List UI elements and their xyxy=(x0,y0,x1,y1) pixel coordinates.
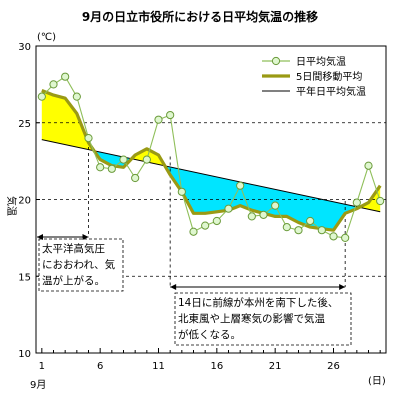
y-tick-label-15: 15 xyxy=(18,272,31,283)
series-daily-point-19 xyxy=(247,212,256,221)
series-daily-point-4 xyxy=(72,92,81,101)
series-layer xyxy=(37,72,385,242)
series-daily-point-6 xyxy=(96,163,105,172)
y-axis-label: 気温 xyxy=(5,196,18,216)
x-tick-label-1: 1 xyxy=(39,361,45,372)
x-tick-label-26: 26 xyxy=(327,361,340,372)
series-daily-point-27 xyxy=(341,233,350,242)
series-daily-point-16 xyxy=(212,216,221,226)
y-ticks: 10 15 20 25 30 xyxy=(18,42,40,360)
series-daily-point-7 xyxy=(107,164,116,173)
y-tick-label-20: 20 xyxy=(18,196,31,207)
series-daily-point-11 xyxy=(154,115,163,124)
series-daily-point-26 xyxy=(329,232,338,241)
annotation-2-box xyxy=(174,292,352,346)
fill-above-normal-0 xyxy=(41,90,95,151)
series-daily-point-17 xyxy=(224,204,233,213)
annotation-2-line-1: 14日に前線が本州を南下した後、 xyxy=(178,296,338,309)
series-daily-point-25 xyxy=(317,226,326,235)
fill-below-normal-3 xyxy=(164,165,360,231)
annotation-1-arrow-head-right xyxy=(82,234,89,240)
series-daily-point-23 xyxy=(294,226,303,235)
annotation-2-line-2: 北東風や上層寒気の影響で気温 xyxy=(178,312,325,325)
series-daily-point-24 xyxy=(306,216,315,226)
annotation-2-arrow-head-left xyxy=(170,284,177,290)
series-daily-point-9 xyxy=(131,173,140,183)
series-daily-point-8 xyxy=(119,155,128,164)
x-unit: (日) xyxy=(368,376,386,387)
annotation-1-arrow-head-left xyxy=(37,234,43,240)
series-daily-point-14 xyxy=(189,227,198,236)
legend-marker-daily xyxy=(271,56,281,66)
series-daily-point-3 xyxy=(61,72,70,81)
series-daily-point-20 xyxy=(259,210,268,219)
annotation-1-line-3: 温が上がる。 xyxy=(42,274,105,287)
legend-label-moving-average: 5日間移動平均 xyxy=(296,70,362,83)
legend-label-normal: 平年日平均気温 xyxy=(296,85,366,98)
annotation-1-line-1: 太平洋高気圧 xyxy=(42,242,105,255)
annotation-1-box xyxy=(38,238,124,292)
x-tick-label-21: 21 xyxy=(269,361,282,372)
series-daily-point-1 xyxy=(37,92,46,101)
series-daily-point-28 xyxy=(352,198,361,207)
series-daily-point-15 xyxy=(201,221,210,230)
x-tick-label-11: 11 xyxy=(152,361,165,372)
x-ticks: 1 6 11 16 21 26 xyxy=(39,348,381,372)
legend-label-daily: 日平均気温 xyxy=(296,55,346,68)
fill-layer xyxy=(41,90,381,231)
y-tick-label-10: 10 xyxy=(18,349,31,360)
series-normal-line xyxy=(41,139,381,213)
y-tick-label-25: 25 xyxy=(18,119,31,130)
series-daily-point-12 xyxy=(166,110,175,120)
chart-title: 9月の日立市役所における日平均気温の推移 xyxy=(82,9,318,24)
series-daily-point-22 xyxy=(282,223,291,232)
series-daily-point-29 xyxy=(364,161,373,170)
series-daily-point-30 xyxy=(376,196,385,206)
series-daily-point-21 xyxy=(271,201,280,210)
series-daily-point-10 xyxy=(142,155,151,164)
series-daily-point-2 xyxy=(49,80,58,89)
annotations: 太平洋高気圧 におおわれ、気 温が上がる。 14日に前線が本州を南下した後、 北… xyxy=(37,135,352,346)
series-daily-point-18 xyxy=(236,181,245,190)
annotation-2-arrow-head-right xyxy=(339,284,346,290)
y-tick-label-30: 30 xyxy=(18,42,31,53)
x-tick-label-16: 16 xyxy=(210,361,223,372)
series-daily-point-13 xyxy=(177,187,186,196)
annotation-1-line-2: におおわれ、気 xyxy=(42,258,116,271)
annotation-2-line-3: が低くなる。 xyxy=(178,328,241,341)
x-month: 9月 xyxy=(30,379,46,391)
grid-lines xyxy=(36,122,386,277)
series-daily-point-5 xyxy=(84,134,93,143)
y-unit: (℃) xyxy=(37,32,56,43)
legend: 日平均気温 5日間移動平均 平年日平均気温 xyxy=(256,49,383,103)
x-tick-label-6: 6 xyxy=(97,361,103,372)
